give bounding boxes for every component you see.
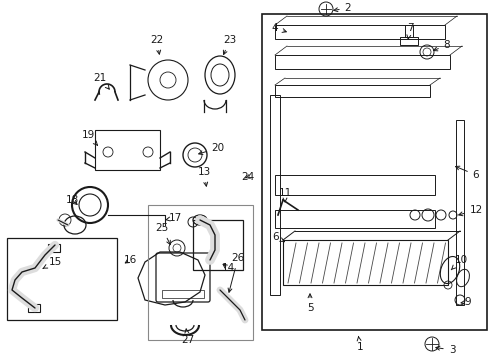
Text: 13: 13 <box>197 167 210 186</box>
Bar <box>455 120 463 305</box>
Text: 21: 21 <box>93 73 109 89</box>
Text: 12: 12 <box>458 205 482 216</box>
Text: 26: 26 <box>227 253 244 292</box>
Text: 15: 15 <box>43 257 61 269</box>
Text: 24: 24 <box>241 172 254 182</box>
Text: 7: 7 <box>406 23 412 39</box>
Bar <box>274 175 434 195</box>
Bar <box>274 85 429 97</box>
Bar <box>404 25 412 37</box>
Text: 25: 25 <box>155 223 170 244</box>
Bar <box>262 14 486 330</box>
Text: 9: 9 <box>460 297 470 307</box>
Text: 4: 4 <box>271 23 286 33</box>
Text: 17: 17 <box>165 213 181 223</box>
Text: 11: 11 <box>278 188 291 202</box>
Text: 20: 20 <box>198 143 224 154</box>
Bar <box>7 238 117 320</box>
Text: 27: 27 <box>181 329 194 345</box>
Text: 16: 16 <box>123 255 136 265</box>
Bar <box>95 130 160 170</box>
Text: 8: 8 <box>433 40 449 51</box>
Bar <box>48 244 60 252</box>
Bar <box>274 55 449 69</box>
Bar <box>269 95 280 295</box>
Bar <box>28 304 40 312</box>
Bar <box>399 37 417 45</box>
Bar <box>162 290 203 298</box>
Text: 10: 10 <box>450 255 467 270</box>
Bar <box>193 220 243 270</box>
Bar <box>274 25 444 39</box>
Bar <box>148 205 252 340</box>
Text: 22: 22 <box>150 35 163 54</box>
Text: 5: 5 <box>306 294 313 313</box>
Text: 19: 19 <box>81 130 97 145</box>
Text: 3: 3 <box>435 345 454 355</box>
Text: 23: 23 <box>223 35 236 54</box>
Text: 1: 1 <box>356 336 363 352</box>
Text: 6: 6 <box>272 232 284 242</box>
Text: 14: 14 <box>221 263 234 273</box>
Text: 6: 6 <box>455 166 478 180</box>
Bar <box>283 240 447 285</box>
Bar <box>274 210 434 228</box>
Text: 2: 2 <box>333 3 350 13</box>
Text: 18: 18 <box>65 195 79 205</box>
